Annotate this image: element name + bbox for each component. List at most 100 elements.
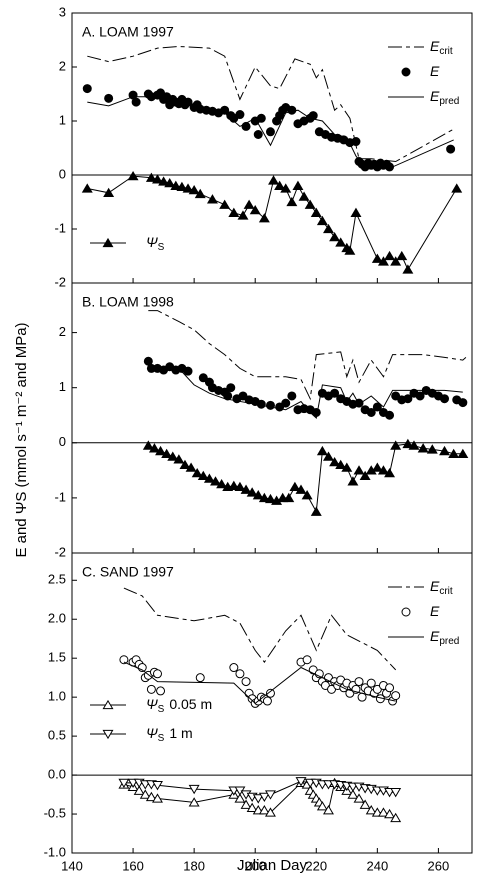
panel-frame (71, 282, 473, 554)
y-tick-label: 0 (59, 166, 66, 181)
data-point (351, 137, 361, 147)
data-point (164, 177, 176, 188)
data-point (256, 113, 266, 123)
legend-marker (102, 699, 114, 710)
legend-label: Epred (430, 88, 459, 107)
x-axis-label: Julian Day (237, 857, 308, 874)
data-point (161, 448, 173, 458)
data-point (408, 440, 420, 450)
y-axis-label: E and ΨS (mmol s⁻¹ m⁻² and MPa) (13, 322, 30, 557)
data-point (133, 785, 145, 795)
data-point (223, 391, 233, 401)
x-tick-label: 240 (366, 858, 388, 873)
y-tick-label: -0.5 (44, 805, 66, 820)
y-tick-label: 0 (59, 434, 66, 449)
y-tick-label: 1 (59, 112, 66, 127)
y-tick-label: -1 (54, 220, 66, 235)
data-point (295, 777, 307, 787)
data-point (256, 399, 266, 409)
data-point (191, 467, 203, 478)
data-point (104, 93, 114, 103)
data-point (458, 398, 468, 408)
x-tick-label: 180 (183, 858, 205, 873)
y-tick-label: 2 (59, 58, 66, 73)
data-point (371, 253, 383, 263)
panel-frame (71, 12, 473, 284)
data-point (329, 231, 341, 242)
legend-subscript: S (158, 733, 165, 744)
data-point (253, 130, 263, 139)
legend-subscript: S (158, 242, 165, 253)
panel-label: C. SAND 1997 (82, 564, 174, 580)
y-tick-label: 2.0 (48, 611, 66, 626)
data-point (127, 170, 139, 181)
panel-label: B. LOAM 1998 (82, 294, 174, 310)
data-point (377, 465, 389, 475)
data-point (155, 445, 167, 456)
data-point (323, 805, 334, 815)
data-point (176, 181, 188, 192)
y-tick-label: 0.5 (48, 728, 66, 743)
legend-subscript: crit (439, 46, 453, 57)
data-point (258, 492, 270, 503)
legend-label: Ecrit (430, 578, 453, 597)
data-point (335, 237, 347, 247)
data-point (274, 180, 286, 190)
data-point (295, 484, 307, 494)
y-tick-label: 3 (59, 4, 66, 19)
data-point (439, 445, 450, 456)
data-point (384, 467, 396, 478)
data-point (229, 663, 239, 673)
data-point (188, 784, 200, 795)
data-point (451, 183, 463, 193)
legend-name: Ψ (146, 234, 158, 250)
data-point (262, 696, 272, 706)
data-point (330, 388, 340, 398)
data-point (152, 669, 162, 679)
data-point (426, 444, 438, 454)
data-point (359, 470, 371, 481)
data-point (329, 456, 341, 467)
data-point (316, 215, 328, 226)
data-point (183, 366, 193, 376)
data-point (197, 470, 209, 481)
data-point (210, 476, 221, 486)
data-point (384, 808, 396, 819)
data-point (235, 669, 245, 679)
data-point (344, 245, 356, 255)
data-point (323, 451, 334, 461)
data-point (195, 673, 205, 683)
legend-suffix: 1 m (169, 725, 192, 741)
data-point (341, 462, 353, 472)
y-tick-label: 2 (59, 324, 66, 339)
data-point (390, 440, 402, 450)
data-point (390, 256, 402, 266)
data-point (335, 459, 347, 470)
data-point (301, 490, 313, 500)
y-tick-label: 2.5 (48, 572, 66, 587)
data-point (390, 812, 402, 823)
data-point (152, 781, 163, 791)
data-point (385, 683, 395, 693)
data-point (287, 391, 297, 401)
data-point (258, 792, 270, 803)
data-point (237, 210, 249, 220)
data-point (146, 684, 156, 694)
legend-label: ΨS 0.05 m (146, 696, 212, 715)
series-line (87, 96, 454, 168)
data-point (246, 802, 258, 812)
data-point (286, 196, 298, 207)
legend-name: E (430, 63, 440, 79)
legend-marker (401, 607, 411, 617)
data-point (188, 797, 200, 807)
data-point (258, 805, 270, 815)
data-point (194, 188, 206, 199)
data-point (252, 490, 264, 500)
data-point (287, 105, 297, 115)
data-point (302, 655, 312, 665)
data-point (316, 801, 328, 811)
data-point (292, 180, 304, 190)
data-point (188, 184, 200, 195)
data-point (457, 448, 469, 458)
